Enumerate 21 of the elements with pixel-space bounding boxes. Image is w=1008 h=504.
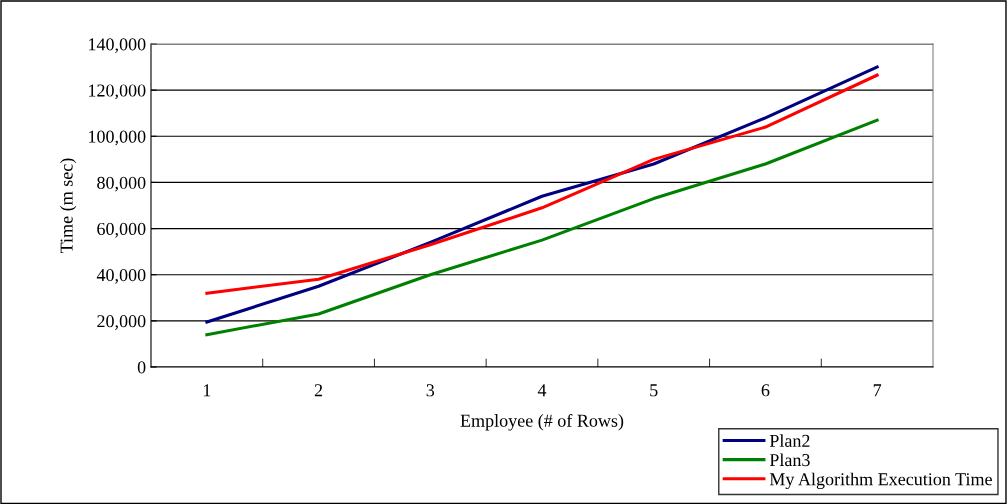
x-axis-title: Employee (# of Rows) [460,413,624,431]
line-series [205,118,879,337]
x-tick-label: 7 [873,384,882,397]
y-axis-title: Time (m sec) [59,158,77,253]
y-tick-label: 100,000 [89,130,146,146]
x-tick-label: 6 [761,384,770,397]
y-tick-label: 60,000 [97,222,146,238]
legend-label: Plan2 [769,434,810,447]
x-tick-label: 1 [203,384,211,397]
y-tick-label: 40,000 [96,268,146,284]
y-tick-label: 80,000 [97,176,146,192]
x-tick-label: 2 [314,384,323,397]
x-tick-label: 5 [650,384,658,397]
y-tick-label: 20,000 [97,315,146,330]
x-tick-label: 4 [537,384,547,397]
y-tick-label: 140,000 [89,38,146,54]
x-tick-label: 3 [426,384,435,397]
legend-label: Plan3 [769,453,810,467]
y-tick-label: 120,000 [89,84,146,100]
legend-label: My Algorithm Execution Time [769,472,992,490]
y-tick-label: 0 [137,361,146,374]
